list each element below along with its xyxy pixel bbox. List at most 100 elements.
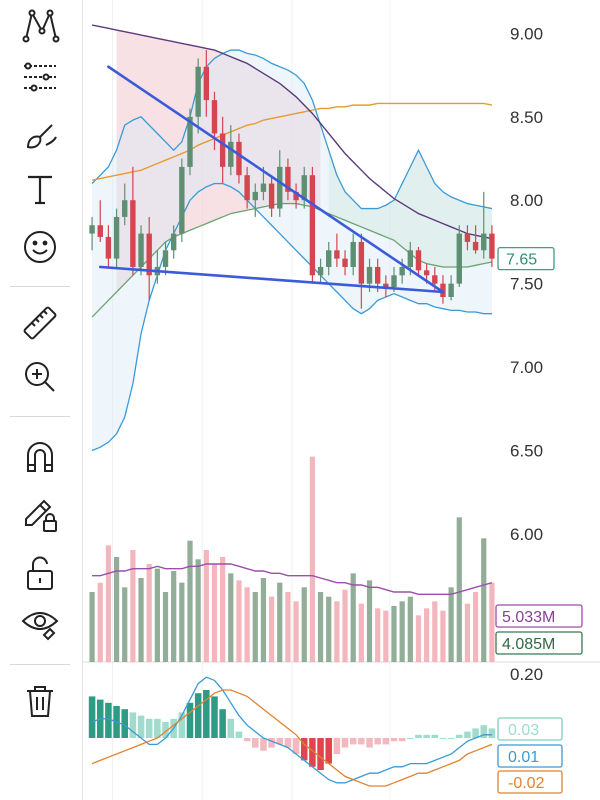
macd-histogram-bar — [374, 738, 381, 745]
toolbar-divider — [10, 286, 70, 287]
lock-drawings-button[interactable] — [15, 490, 65, 540]
macd-value-badge — [497, 770, 563, 794]
bollinger-upper — [91, 49, 493, 210]
candle-body — [130, 200, 136, 267]
volume-value-label: 5.033M — [502, 609, 555, 626]
candle-body — [122, 200, 128, 217]
volume-bar — [489, 582, 495, 662]
middle-band-line — [91, 202, 493, 318]
macd-value-badge — [497, 717, 563, 741]
magnet-button[interactable] — [15, 432, 65, 482]
candle-body — [326, 250, 332, 267]
volume-bar — [285, 592, 291, 662]
brush-icon — [26, 124, 57, 149]
volume-bar — [375, 608, 381, 662]
macd-histogram-bar — [219, 709, 226, 738]
macd-histogram-bar — [284, 738, 292, 748]
delete-button[interactable] — [15, 676, 65, 726]
price-tick-label: 8.50 — [510, 108, 543, 127]
macd-histogram-bar — [472, 728, 479, 738]
volume-bar — [383, 610, 389, 662]
volume-bar — [252, 592, 258, 662]
text-tool-button[interactable] — [15, 164, 65, 214]
volume-bar — [187, 540, 193, 662]
candle-body — [489, 233, 495, 259]
indicator-lines-button[interactable] — [15, 52, 65, 102]
macd-value-badge — [497, 744, 563, 768]
volume-bar — [97, 582, 103, 662]
unlock-button[interactable] — [15, 548, 65, 598]
macd-histogram-bar — [105, 702, 112, 738]
emoji-tool-button[interactable] — [15, 222, 65, 272]
macd-histogram-bar — [309, 738, 316, 767]
volume-bar — [122, 587, 128, 662]
volume-bar — [456, 517, 462, 662]
volume-bar — [391, 606, 397, 662]
price-axis[interactable]: 9.00 8.50 8.00 7.50 7.00 6.50 6.00 7.65 5.033M 4.… — [495, 24, 583, 794]
trendlines[interactable] — [98, 65, 445, 294]
volume-bar — [293, 601, 299, 662]
text-tool-icon — [28, 175, 52, 205]
candle-body — [138, 233, 144, 267]
price-tick-label: 7.00 — [510, 358, 543, 377]
macd-histogram-bar — [88, 696, 96, 738]
macd-value-label: 0.03 — [508, 722, 539, 739]
candle-body — [432, 275, 438, 284]
price-tick-label: 6.50 — [510, 442, 543, 461]
candle-body — [342, 258, 348, 267]
macd-histogram-bar — [488, 728, 496, 738]
candle-body — [187, 116, 193, 167]
candle-body — [170, 233, 177, 251]
volume-bar — [89, 592, 95, 662]
volume-bar — [358, 603, 364, 662]
last-price-badge — [497, 246, 555, 271]
macd-pane — [88, 676, 496, 787]
macd-histogram-bar — [390, 738, 398, 742]
volume-bar — [260, 578, 267, 662]
macd-histogram-bar — [300, 738, 308, 761]
macd-histogram-bar — [382, 738, 390, 745]
price-chart[interactable]: 9.00 8.50 8.00 7.50 7.00 6.50 6.00 7.65 5.033M 4.… — [82, 0, 600, 800]
volume-bar — [481, 538, 487, 662]
volume-bar — [203, 550, 209, 662]
candle-body — [195, 66, 201, 117]
last-price-label: 7.65 — [506, 252, 537, 269]
price-tick-label: 9.00 — [510, 24, 543, 43]
candle-body — [211, 100, 218, 134]
macd-histogram-bar — [431, 734, 439, 738]
candle-body — [293, 191, 299, 201]
candle-body — [203, 66, 210, 101]
volume-bar — [211, 564, 218, 662]
visibility-button[interactable] — [15, 598, 65, 648]
volume-bar — [440, 610, 446, 662]
emoji-icon — [24, 231, 56, 263]
macd-histogram-bar — [194, 693, 202, 738]
zoom-in-button[interactable] — [15, 352, 65, 402]
ruler-tool-button[interactable] — [15, 298, 65, 348]
trash-icon — [27, 686, 53, 717]
macd-tick-label: 0.20 — [510, 665, 543, 684]
volume-bar — [228, 573, 234, 662]
macd-value-label: 0.01 — [508, 749, 539, 766]
volume-bar — [146, 564, 152, 662]
volume-bar — [171, 571, 177, 662]
candle-body — [317, 266, 324, 276]
candle-body — [277, 166, 283, 209]
candle-body — [366, 266, 373, 284]
orange-moving-average — [91, 102, 493, 181]
candle-body — [456, 233, 462, 284]
candle-body — [219, 133, 226, 167]
candle-body — [350, 241, 356, 267]
candle-body — [301, 175, 307, 201]
pattern-tool-button[interactable] — [15, 0, 65, 50]
ruler-icon — [23, 306, 57, 340]
candle-body — [383, 283, 389, 287]
brush-tool-button[interactable] — [15, 110, 65, 160]
candle-body — [146, 233, 152, 276]
volume-bar — [317, 592, 324, 662]
macd-histogram-bar — [211, 696, 218, 738]
trendline-upper — [107, 65, 445, 294]
volume-bar — [220, 557, 226, 662]
candle-body — [415, 250, 422, 271]
volume-value-badge — [495, 631, 583, 655]
